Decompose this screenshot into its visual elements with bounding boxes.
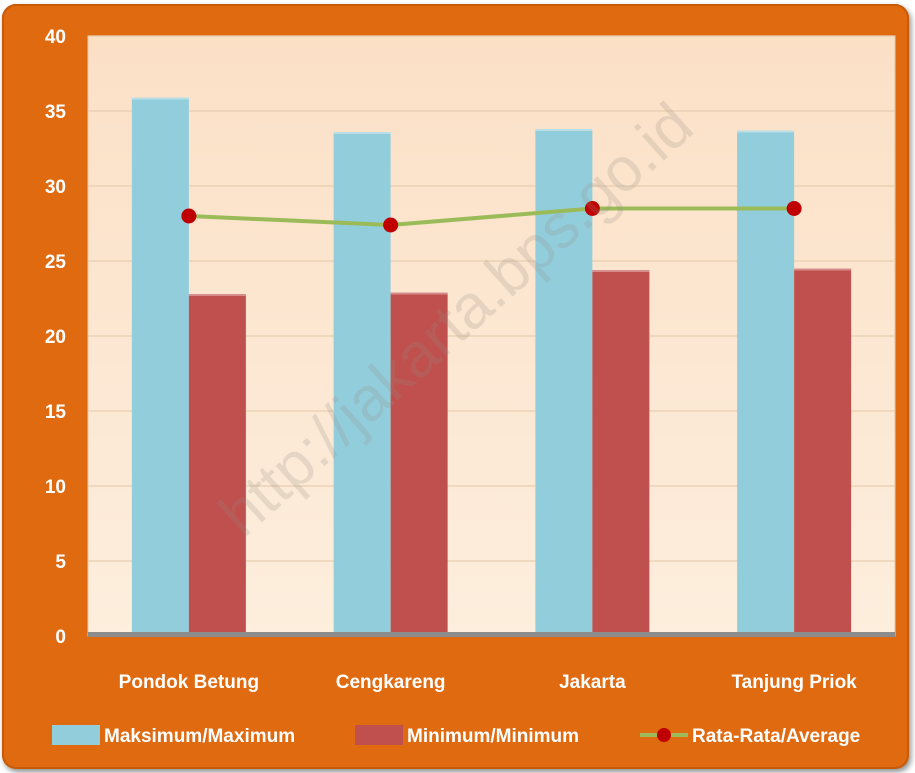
bar-highlight — [794, 268, 852, 271]
floor-line — [88, 632, 895, 637]
x-tick-label: Pondok Betung — [119, 672, 259, 693]
average-marker — [584, 201, 600, 216]
y-tick-label: 40 — [45, 27, 66, 48]
bar-highlight — [131, 97, 189, 100]
bar-highlight — [390, 292, 448, 295]
legend-swatch — [355, 725, 403, 745]
y-tick-label: 20 — [45, 327, 66, 348]
legend-swatch — [52, 725, 100, 745]
y-tick-label: 25 — [45, 252, 67, 273]
average-marker — [181, 208, 197, 224]
bar-highlight — [188, 294, 246, 296]
bar-minimum — [188, 294, 246, 636]
bar-maximum — [131, 97, 189, 636]
y-tick-label: 10 — [45, 477, 66, 498]
bar-maximum — [333, 132, 391, 636]
x-tick-label: Jakarta — [559, 672, 626, 693]
bar-minimum — [592, 270, 650, 636]
legend-label: Minimum/Minimum — [407, 726, 579, 747]
average-marker — [383, 217, 399, 233]
bar-highlight — [333, 132, 391, 134]
bar-minimum — [794, 268, 852, 636]
bar-highlight — [737, 130, 795, 133]
bar-highlight — [592, 270, 650, 272]
average-marker — [786, 201, 802, 216]
bar-highlight — [535, 129, 593, 131]
legend-label: Maksimum/Maximum — [104, 726, 295, 747]
bar-minimum — [390, 292, 448, 636]
average-line — [188, 206, 795, 228]
y-tick-label: 5 — [55, 552, 66, 573]
legend-marker — [657, 728, 671, 742]
legend-label: Rata-Rata/Average — [692, 726, 860, 747]
y-tick-label: 35 — [45, 102, 67, 123]
y-tick-label: 30 — [45, 177, 66, 198]
x-tick-label: Tanjung Priok — [731, 672, 857, 693]
y-tick-label: 0 — [55, 627, 66, 648]
bar-maximum — [737, 130, 795, 636]
x-tick-label: Cengkareng — [336, 672, 446, 693]
y-tick-label: 15 — [45, 402, 67, 423]
